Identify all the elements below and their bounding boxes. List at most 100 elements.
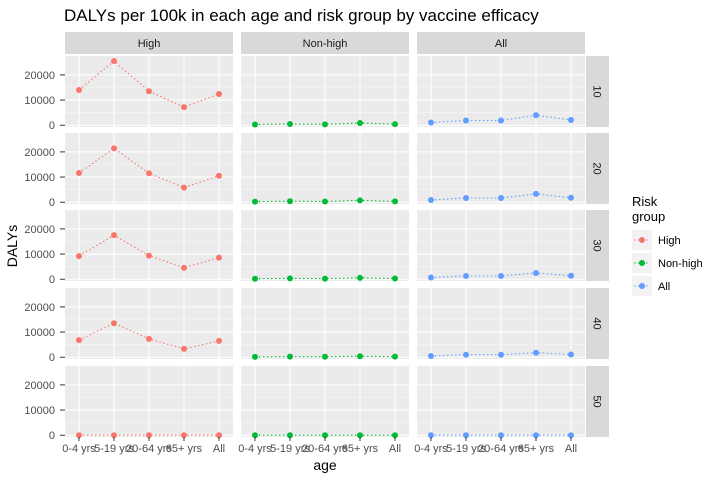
row-strip-label: 50 — [591, 395, 603, 407]
series-line — [430, 352, 572, 357]
data-point — [357, 274, 363, 281]
facet-panel — [417, 210, 585, 281]
row-strip-label: 30 — [591, 239, 603, 251]
data-point — [568, 432, 574, 439]
series-line — [254, 199, 396, 203]
series-line — [254, 355, 396, 358]
x-axis-title: age — [313, 457, 337, 473]
series-line — [254, 277, 396, 280]
data-point — [392, 198, 398, 205]
x-tick-label: 5-19 yrs — [94, 443, 134, 455]
x-tick-label: 65+ yrs — [342, 443, 379, 455]
y-axis-title: DALYs — [4, 225, 20, 268]
data-point — [252, 275, 258, 282]
data-point — [146, 432, 152, 439]
data-point — [357, 432, 363, 439]
legend-key-point — [639, 237, 645, 243]
data-point — [498, 194, 504, 201]
data-point — [533, 349, 539, 356]
data-point — [111, 320, 117, 327]
facet-panel — [241, 210, 409, 282]
series-line — [430, 193, 572, 201]
x-tick-label: 0-4 yrs — [238, 443, 272, 455]
data-point — [76, 86, 82, 93]
data-point — [287, 198, 293, 205]
data-point — [146, 252, 152, 259]
data-point — [287, 120, 293, 127]
data-point — [287, 432, 293, 439]
facet-panel — [417, 133, 585, 204]
data-point — [252, 432, 258, 439]
data-point — [322, 432, 328, 439]
legend-label: All — [658, 281, 670, 293]
series-line — [430, 272, 572, 279]
data-point — [181, 264, 187, 271]
data-point — [392, 432, 398, 439]
data-point — [463, 117, 469, 124]
legend-key-point — [639, 260, 645, 266]
y-tick-label: 0 — [49, 197, 55, 209]
data-point — [568, 116, 574, 123]
y-tick-label: 10000 — [24, 249, 55, 261]
data-point — [392, 353, 398, 360]
data-point — [76, 170, 82, 177]
data-point — [533, 190, 539, 197]
legend-title-line-2: group — [632, 209, 665, 224]
legend: High Non-high All — [632, 230, 703, 296]
x-tick-label: All — [565, 443, 577, 455]
y-tick-label: 10000 — [24, 172, 55, 184]
data-point — [146, 170, 152, 177]
data-point — [533, 112, 539, 119]
y-tick-label: 20000 — [24, 380, 55, 392]
y-tick-label: 0 — [49, 352, 55, 364]
facet-panel — [241, 366, 409, 439]
legend-label: High — [658, 235, 681, 247]
data-point — [111, 432, 117, 439]
x-tick-label: All — [389, 443, 401, 455]
data-point — [533, 432, 539, 439]
y-tick-label: 10000 — [24, 95, 55, 107]
y-tick-label: 20000 — [24, 70, 55, 82]
y-tick-label: 20000 — [24, 147, 55, 159]
series-line — [78, 147, 220, 189]
facet-panel — [417, 288, 585, 359]
data-point — [463, 272, 469, 279]
data-point — [463, 351, 469, 358]
data-point — [428, 432, 434, 439]
data-point — [392, 121, 398, 128]
row-strip — [586, 366, 609, 437]
x-tick-label: 20-64 yrs — [478, 443, 524, 455]
data-point — [568, 351, 574, 358]
x-tick-label: All — [213, 443, 225, 455]
facet-panel — [65, 56, 233, 127]
data-point — [181, 432, 187, 439]
series-line — [254, 122, 396, 126]
y-tick-label: 20000 — [24, 302, 55, 314]
data-point — [76, 432, 82, 439]
data-point — [357, 353, 363, 360]
data-point — [463, 432, 469, 439]
x-tick-label: 0-4 yrs — [414, 443, 448, 455]
data-point — [357, 119, 363, 126]
facet-panel — [241, 288, 409, 360]
x-tick-label: 20-64 yrs — [126, 443, 172, 455]
x-tick-label: 5-19 yrs — [270, 443, 310, 455]
data-point — [357, 197, 363, 204]
data-point — [392, 275, 398, 282]
data-point — [111, 145, 117, 152]
facet-panel — [65, 133, 233, 204]
data-point — [181, 104, 187, 111]
column-strip-label: Non-high — [303, 38, 348, 50]
data-point — [498, 117, 504, 124]
data-point — [498, 272, 504, 279]
x-tick-label: 65+ yrs — [518, 443, 555, 455]
data-point — [428, 196, 434, 203]
data-point — [498, 351, 504, 358]
data-point — [76, 253, 82, 260]
data-point — [568, 272, 574, 279]
y-tick-label: 20000 — [24, 224, 55, 236]
data-point — [111, 58, 117, 65]
data-point — [463, 194, 469, 201]
